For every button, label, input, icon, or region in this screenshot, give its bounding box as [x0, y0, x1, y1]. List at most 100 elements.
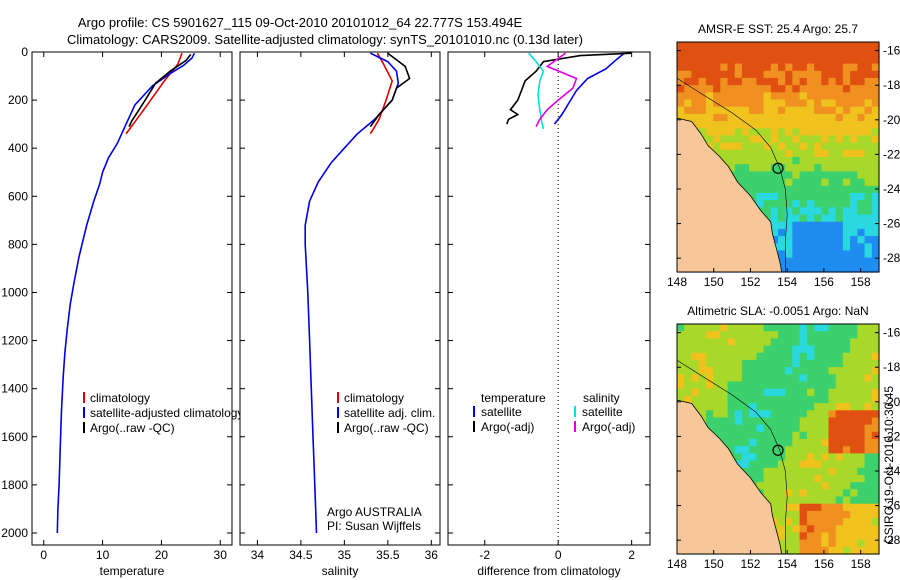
map-cell: [799, 171, 808, 180]
map-cell: [749, 63, 757, 72]
map-cell: [741, 178, 750, 187]
map-cell: [763, 410, 772, 419]
map-cell: [778, 460, 786, 469]
map-cell: [763, 185, 772, 194]
map-cell: [691, 85, 700, 93]
map-cell: [828, 106, 837, 115]
map-cell: [792, 359, 801, 368]
map-cell: [749, 92, 757, 101]
map-cell: [857, 374, 866, 383]
map-cell: [741, 388, 750, 397]
map-cell: [835, 474, 844, 483]
map-cell: [749, 99, 757, 108]
map-cell: [850, 453, 858, 462]
map-cell: [864, 439, 873, 447]
map-cell: [857, 546, 866, 555]
map-cell: [785, 56, 793, 65]
map-cell: [741, 417, 750, 426]
map-cell: [727, 345, 736, 354]
map-cell: [871, 474, 880, 483]
map-cell: [785, 359, 793, 368]
map-cell: [763, 374, 772, 383]
map-cell: [864, 228, 873, 237]
map-cell: [770, 374, 779, 383]
map-cell: [720, 85, 729, 93]
map-cell: [720, 381, 729, 390]
map-cell: [720, 77, 729, 86]
map-cell: [749, 381, 757, 390]
map-cell: [785, 503, 793, 512]
map-cell: [842, 77, 851, 86]
map-cell: [792, 164, 801, 172]
map-cell: [713, 403, 721, 411]
map-cell: [691, 63, 700, 72]
map-cell: [684, 367, 692, 375]
map-cell: [850, 467, 858, 476]
map-cell: [842, 338, 851, 347]
map-cell: [785, 49, 793, 57]
map-cell: [770, 56, 779, 65]
map-cell: [705, 63, 714, 72]
map-cell: [835, 92, 844, 101]
map-cell: [850, 532, 858, 541]
map-cell: [806, 338, 815, 347]
map-cell: [763, 92, 772, 101]
map-cell: [850, 446, 858, 454]
map-cell: [727, 388, 736, 397]
map-cell: [842, 56, 851, 65]
map-cell: [814, 42, 822, 50]
map-cell: [741, 338, 750, 347]
map-cell: [741, 128, 750, 137]
map-cell: [785, 142, 793, 151]
map-cell: [727, 417, 736, 426]
map-cell: [770, 92, 779, 101]
map-cell: [871, 185, 880, 194]
map-cell: [741, 92, 750, 101]
lat-tick-label: -24: [883, 464, 900, 478]
map-cell: [850, 250, 858, 259]
map-cell: [756, 77, 765, 86]
map-cell: [749, 395, 757, 404]
map-cell: [741, 77, 750, 86]
map-cell: [828, 142, 837, 151]
argo-position-marker: [772, 162, 784, 174]
map-cell: [705, 85, 714, 93]
lat-tick-label: -18: [883, 360, 900, 374]
map-cell: [799, 214, 808, 223]
map-cell: [814, 381, 822, 390]
map-cell: [677, 63, 685, 72]
map-cell: [814, 77, 822, 86]
map-cell: [842, 474, 851, 483]
map-cell: [770, 178, 779, 187]
map-cell: [778, 236, 786, 244]
map-cell: [828, 532, 837, 541]
map-cell: [806, 352, 815, 361]
map-cell: [835, 85, 844, 93]
map-cell: [763, 42, 772, 50]
map-cell: [684, 92, 692, 101]
map-cell: [705, 42, 714, 50]
x-tick-label: 0: [555, 548, 562, 562]
map-cell: [850, 192, 858, 201]
map-cell: [814, 467, 822, 476]
map-cell: [727, 446, 736, 454]
map-cell: [734, 63, 743, 72]
map-cell: [850, 164, 858, 172]
map-cell: [713, 395, 721, 404]
map-cell: [799, 85, 808, 93]
map-cell: [871, 496, 880, 505]
map-cell: [756, 200, 765, 208]
map-cell: [806, 489, 815, 498]
map-cell: [677, 367, 685, 375]
map-cell: [828, 243, 837, 252]
map-cell: [814, 539, 822, 548]
map-cell: [763, 352, 772, 361]
map-cell: [821, 439, 830, 447]
map-cell: [691, 92, 700, 101]
map-cell: [864, 446, 873, 454]
map-cell: [821, 92, 830, 101]
map-cell: [749, 331, 757, 339]
map-cell: [857, 446, 866, 454]
map-cell: [763, 106, 772, 115]
header-line1: Argo profile: CS 5901627_115 09-Oct-2010…: [78, 15, 523, 30]
